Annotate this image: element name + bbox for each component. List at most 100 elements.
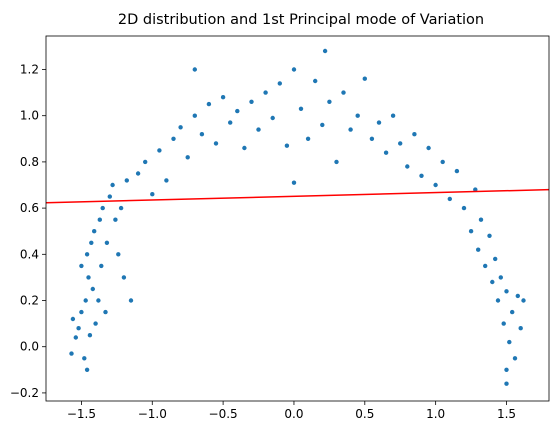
data-point bbox=[412, 132, 417, 137]
data-point bbox=[478, 217, 484, 222]
y-tick-label: 0.6 bbox=[20, 201, 39, 215]
data-point bbox=[110, 182, 115, 188]
data-point bbox=[118, 205, 124, 211]
data-point bbox=[69, 351, 74, 356]
data-point bbox=[116, 252, 121, 257]
data-point bbox=[178, 125, 183, 130]
data-point bbox=[355, 113, 360, 118]
data-point bbox=[327, 99, 332, 105]
data-point bbox=[483, 263, 488, 269]
data-point bbox=[83, 298, 88, 303]
data-point bbox=[320, 122, 325, 128]
data-point bbox=[362, 76, 367, 81]
data-point bbox=[206, 101, 212, 107]
data-point bbox=[249, 99, 254, 105]
data-point bbox=[313, 78, 318, 84]
data-point bbox=[124, 178, 129, 183]
data-point bbox=[341, 90, 346, 95]
data-point bbox=[99, 263, 104, 269]
data-point bbox=[433, 182, 438, 188]
data-point bbox=[199, 132, 205, 137]
chart-title: 2D distribution and 1st Principal mode o… bbox=[118, 12, 484, 28]
data-point bbox=[504, 367, 509, 372]
data-point bbox=[135, 171, 141, 176]
data-point bbox=[369, 136, 375, 141]
data-point bbox=[86, 275, 91, 280]
x-tick-label: −1.0 bbox=[138, 407, 167, 421]
data-point bbox=[107, 194, 113, 199]
data-point bbox=[220, 95, 226, 100]
data-point bbox=[348, 127, 353, 132]
data-point bbox=[495, 298, 501, 303]
x-tick-label: −1.5 bbox=[67, 407, 96, 421]
x-tick-label: 0.0 bbox=[284, 407, 303, 421]
data-point bbox=[510, 309, 515, 315]
data-point bbox=[89, 240, 94, 245]
data-point bbox=[284, 143, 290, 148]
data-point bbox=[228, 120, 233, 125]
data-point bbox=[490, 279, 495, 285]
x-tick-label: 1.0 bbox=[426, 407, 445, 421]
data-point bbox=[84, 252, 90, 257]
data-point bbox=[82, 356, 87, 361]
y-tick-label: 1.2 bbox=[20, 62, 39, 76]
data-point bbox=[376, 120, 382, 125]
data-point bbox=[521, 298, 526, 303]
data-point bbox=[512, 356, 518, 361]
y-tick-label: 0.0 bbox=[20, 340, 39, 354]
data-point bbox=[501, 321, 506, 326]
data-point bbox=[185, 155, 190, 160]
data-point bbox=[277, 81, 282, 86]
axes: −1.5 −1.0 −0.5 0.0 0.5 1.0 1.5 −0.2 0.0 0.2 0.4 0.6… bbox=[10, 35, 550, 421]
data-point bbox=[192, 67, 197, 72]
data-point bbox=[426, 145, 431, 151]
data-point bbox=[79, 309, 84, 315]
y-tick-label: −0.2 bbox=[10, 386, 39, 400]
data-point bbox=[242, 145, 247, 151]
y-tick-label: 1.0 bbox=[20, 109, 39, 123]
data-point bbox=[263, 90, 268, 95]
data-point bbox=[93, 321, 98, 326]
data-point bbox=[256, 127, 261, 132]
y-tick-label: 0.8 bbox=[20, 155, 39, 169]
data-point bbox=[70, 316, 76, 322]
data-point bbox=[192, 113, 197, 118]
data-point bbox=[507, 339, 512, 345]
data-point bbox=[291, 180, 297, 185]
data-point bbox=[390, 113, 396, 118]
data-point bbox=[157, 148, 162, 153]
data-point bbox=[235, 108, 240, 114]
data-point bbox=[454, 168, 460, 174]
data-point bbox=[143, 159, 148, 165]
data-point bbox=[121, 275, 127, 280]
x-tick-label: 1.5 bbox=[497, 407, 516, 421]
data-point bbox=[213, 141, 219, 146]
data-point bbox=[90, 286, 96, 292]
principal-mode-line bbox=[46, 188, 549, 204]
data-point bbox=[150, 192, 155, 197]
data-point bbox=[440, 159, 445, 165]
x-tick-label: −0.5 bbox=[209, 407, 238, 421]
data-point bbox=[298, 106, 304, 112]
data-point bbox=[84, 367, 90, 372]
data-point bbox=[305, 136, 311, 141]
data-point bbox=[87, 333, 93, 338]
data-point bbox=[398, 141, 403, 146]
data-point bbox=[270, 115, 275, 121]
data-point bbox=[334, 159, 339, 165]
data-point bbox=[447, 196, 452, 202]
data-point bbox=[487, 233, 492, 238]
data-point bbox=[515, 293, 520, 299]
data-point bbox=[476, 247, 481, 252]
data-point bbox=[504, 381, 509, 386]
y-tick-label: 0.4 bbox=[20, 247, 39, 261]
data-point bbox=[518, 326, 523, 331]
data-point bbox=[79, 263, 84, 269]
data-point bbox=[104, 240, 110, 245]
data-point bbox=[498, 275, 503, 280]
data-point bbox=[103, 309, 108, 315]
data-point bbox=[383, 150, 389, 155]
axes-frame bbox=[45, 35, 550, 402]
data-point bbox=[493, 256, 498, 262]
